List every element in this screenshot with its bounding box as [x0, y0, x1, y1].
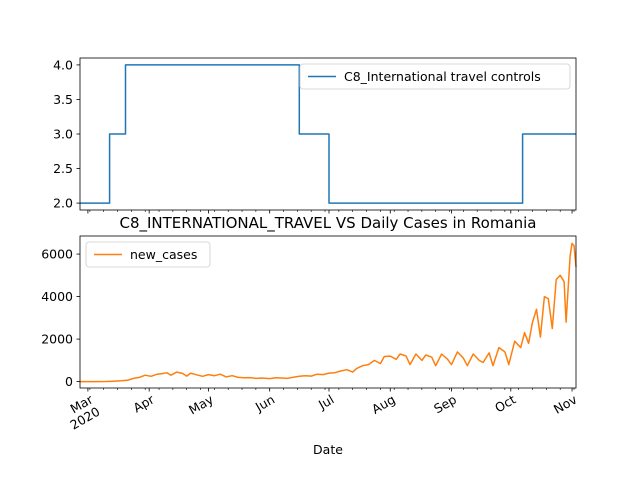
y-tick-label: 2.0 [53, 196, 73, 211]
y-tick-label: 2.5 [53, 161, 73, 176]
series-line-1-1 [80, 64, 576, 204]
y-tick-label: 0 [65, 374, 73, 389]
legend-label: new_cases [130, 247, 197, 262]
legend-box [85, 241, 211, 268]
y-tick-label: 4.0 [53, 57, 73, 72]
series-line-2-1 [80, 242, 577, 383]
y-tick-label: 3.0 [53, 127, 73, 142]
y-tick-label: 2000 [41, 332, 73, 347]
chart-title: C8_INTERNATIONAL_TRAVEL VS Daily Cases i… [119, 214, 536, 233]
legend-box [299, 63, 571, 90]
axes-frame [79, 235, 577, 389]
x-tick-label: Jul [315, 392, 336, 413]
legend-label: C8_International travel controls [344, 69, 541, 84]
y-tick-label: 6000 [41, 247, 73, 262]
y-tick-label: 3.5 [53, 92, 73, 107]
top-plot: 2.0 2.5 3.0 3.5 4.0 C8_International travel c… [53, 57, 577, 214]
y-tick-label: 4000 [41, 289, 73, 304]
x-tick-label-line: Jul [315, 392, 336, 413]
x-axis-label: Date [313, 442, 343, 457]
